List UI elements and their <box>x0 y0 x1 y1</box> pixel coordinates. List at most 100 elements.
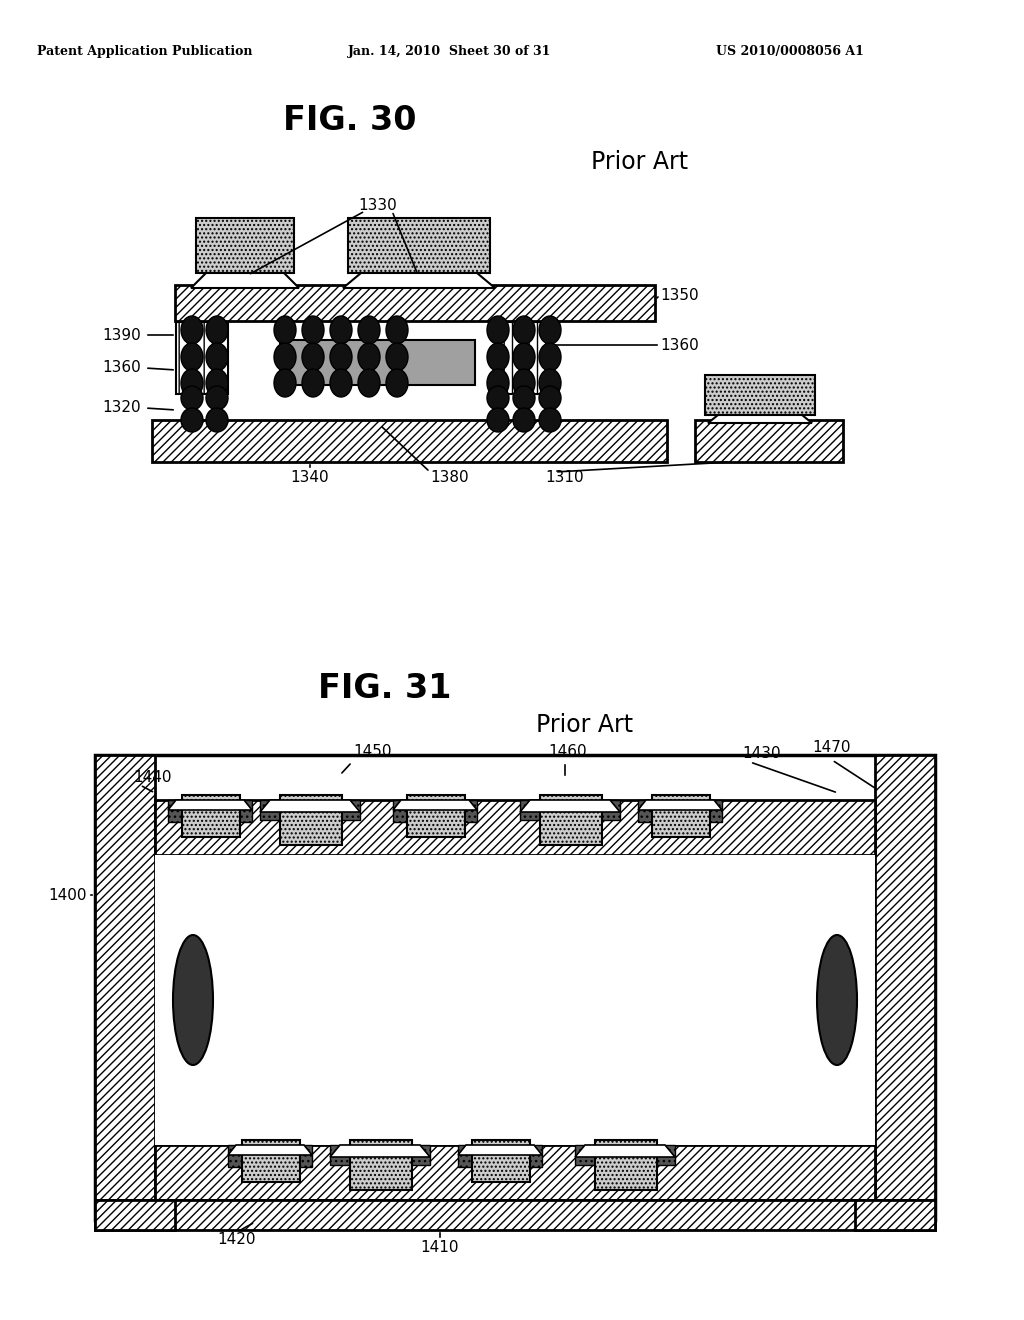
Text: 1350: 1350 <box>660 288 699 302</box>
Ellipse shape <box>539 343 561 371</box>
Text: 1450: 1450 <box>353 744 392 759</box>
Ellipse shape <box>386 370 408 397</box>
Ellipse shape <box>274 343 296 371</box>
Bar <box>95 1200 175 1230</box>
Ellipse shape <box>539 315 561 345</box>
Ellipse shape <box>181 343 203 371</box>
Ellipse shape <box>330 370 352 397</box>
Ellipse shape <box>274 315 296 345</box>
Ellipse shape <box>358 315 380 345</box>
Text: 1410: 1410 <box>421 1241 459 1255</box>
Bar <box>600 800 620 820</box>
Ellipse shape <box>206 370 228 397</box>
Ellipse shape <box>302 315 324 345</box>
Bar <box>348 218 490 273</box>
Ellipse shape <box>386 343 408 371</box>
Bar <box>497 322 552 393</box>
Ellipse shape <box>330 343 352 371</box>
Bar <box>280 795 342 845</box>
Bar <box>155 800 874 855</box>
Polygon shape <box>708 414 812 422</box>
Text: 1400: 1400 <box>49 887 87 903</box>
Polygon shape <box>638 800 722 810</box>
Text: 1440: 1440 <box>134 771 172 785</box>
Text: 1390: 1390 <box>102 327 141 342</box>
Bar <box>175 285 655 321</box>
Text: 1470: 1470 <box>813 741 851 755</box>
Ellipse shape <box>386 315 408 345</box>
Ellipse shape <box>513 315 535 345</box>
Polygon shape <box>520 800 620 812</box>
Text: 1380: 1380 <box>431 470 469 486</box>
Polygon shape <box>458 1144 542 1155</box>
Bar <box>874 755 935 1220</box>
Bar <box>95 755 935 1220</box>
Ellipse shape <box>487 343 509 371</box>
Ellipse shape <box>181 408 203 432</box>
Text: Patent Application Publication: Patent Application Publication <box>37 45 253 58</box>
Bar <box>705 375 815 414</box>
Bar <box>242 1140 300 1181</box>
Bar <box>290 1144 312 1167</box>
Text: 1420: 1420 <box>218 1233 256 1247</box>
Ellipse shape <box>206 315 228 345</box>
Bar <box>652 795 710 837</box>
Polygon shape <box>575 1144 675 1158</box>
Bar <box>472 1140 530 1181</box>
Bar <box>155 855 874 1144</box>
Text: Prior Art: Prior Art <box>592 150 688 174</box>
Ellipse shape <box>513 370 535 397</box>
Bar <box>595 1140 657 1191</box>
Bar <box>280 341 475 385</box>
Bar <box>176 322 228 393</box>
Bar <box>638 800 660 822</box>
Ellipse shape <box>513 408 535 432</box>
Bar <box>855 1200 935 1230</box>
Text: 1340: 1340 <box>291 470 330 486</box>
Ellipse shape <box>817 935 857 1065</box>
Ellipse shape <box>487 408 509 432</box>
Bar <box>155 1144 874 1200</box>
Ellipse shape <box>206 408 228 432</box>
Ellipse shape <box>487 370 509 397</box>
Bar <box>655 1144 675 1166</box>
Polygon shape <box>393 800 477 810</box>
Text: 1310: 1310 <box>546 470 585 486</box>
Polygon shape <box>228 1144 312 1155</box>
Bar <box>95 1200 935 1230</box>
Text: 1320: 1320 <box>102 400 141 416</box>
Text: 1330: 1330 <box>358 198 397 213</box>
Ellipse shape <box>274 370 296 397</box>
Ellipse shape <box>358 343 380 371</box>
Text: 1360: 1360 <box>660 338 699 352</box>
Bar <box>95 755 155 1220</box>
Bar <box>700 800 722 822</box>
Ellipse shape <box>358 370 380 397</box>
Polygon shape <box>260 800 360 812</box>
Ellipse shape <box>302 343 324 371</box>
Ellipse shape <box>181 385 203 411</box>
Bar <box>407 795 465 837</box>
Bar <box>520 1144 542 1167</box>
Bar <box>230 800 252 822</box>
Bar <box>455 800 477 822</box>
Ellipse shape <box>487 385 509 411</box>
Bar <box>152 420 667 462</box>
Bar <box>330 1144 350 1166</box>
Ellipse shape <box>487 315 509 345</box>
Text: 1430: 1430 <box>742 747 781 762</box>
Text: 1360: 1360 <box>102 360 141 375</box>
Bar <box>520 800 540 820</box>
Text: 1460: 1460 <box>549 744 588 759</box>
Bar <box>350 1140 412 1191</box>
Text: FIG. 30: FIG. 30 <box>284 103 417 136</box>
Bar <box>196 218 294 273</box>
Ellipse shape <box>206 385 228 411</box>
Bar <box>182 795 240 837</box>
Bar <box>260 800 280 820</box>
Ellipse shape <box>206 343 228 371</box>
Ellipse shape <box>513 343 535 371</box>
Polygon shape <box>191 273 299 288</box>
Bar <box>340 800 360 820</box>
Bar <box>540 795 602 845</box>
